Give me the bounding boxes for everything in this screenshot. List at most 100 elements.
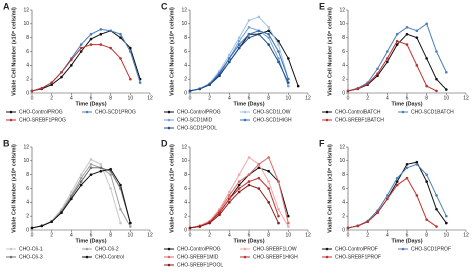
data-point (267, 36, 270, 39)
data-point (386, 60, 389, 64)
data-point (435, 77, 438, 81)
x-tick-label: 2 (208, 232, 211, 238)
y-tick-label: 0 (342, 227, 345, 233)
x-tick-label: 10 (444, 95, 450, 101)
x-tick-label: 8 (109, 232, 112, 238)
data-point (30, 226, 34, 230)
data-point (277, 60, 280, 64)
data-point (267, 29, 270, 33)
legend-marker (167, 255, 171, 259)
y-tick-label: 2 (342, 76, 345, 82)
y-tick-label: 0 (184, 90, 187, 96)
data-point (267, 201, 270, 204)
data-point (277, 221, 280, 225)
data-point (247, 36, 251, 39)
x-axis-title: Time (Days) (75, 101, 106, 107)
data-point (70, 197, 73, 201)
y-axis-title: Viable Cell Number (x10⁶ cells/ml) (169, 7, 175, 96)
data-point (129, 50, 132, 53)
data-point (277, 180, 280, 183)
data-point (237, 36, 241, 39)
data-point (218, 213, 221, 217)
x-tick-label: 6 (248, 95, 251, 101)
data-point (386, 50, 389, 53)
legend-marker (9, 255, 13, 259)
x-tick-label: 6 (406, 232, 409, 238)
legend-marker (325, 118, 329, 122)
data-point (445, 88, 448, 91)
y-tick-label: 0 (26, 227, 29, 233)
data-point (208, 221, 211, 225)
legend-marker (85, 110, 89, 114)
data-point (247, 180, 251, 183)
y-tick-label: 8 (342, 172, 345, 178)
x-tick-label: 0 (347, 232, 350, 238)
data-point (228, 190, 231, 194)
x-tick-label: 12 (305, 95, 311, 101)
legend-marker (325, 247, 329, 251)
data-point (50, 83, 53, 86)
y-tick-label: 8 (184, 172, 187, 178)
y-tick-label: 12 (181, 7, 187, 13)
data-point (376, 67, 379, 71)
series-line (31, 28, 141, 92)
y-tick-label: 2 (184, 76, 187, 82)
data-point (247, 25, 251, 29)
data-point (405, 162, 409, 166)
data-point (405, 43, 409, 46)
data-point (119, 36, 122, 39)
legend-marker (243, 110, 247, 114)
data-point (257, 166, 261, 170)
legend-label: CHO-SREBF1POOL (177, 262, 223, 268)
data-point (425, 84, 428, 88)
data-point (119, 57, 122, 60)
y-tick-label: 12 (23, 7, 29, 13)
data-point (346, 226, 350, 230)
x-tick-label: 6 (90, 232, 93, 238)
y-tick-label: 8 (26, 172, 29, 178)
data-point (395, 43, 399, 46)
data-point (257, 32, 261, 36)
data-point (287, 221, 290, 225)
x-axis-title: Time (Days) (391, 238, 422, 244)
data-point (119, 183, 122, 187)
series-line (189, 30, 289, 92)
data-point (89, 43, 93, 46)
data-point (257, 176, 261, 180)
data-point (257, 162, 261, 166)
legend-marker (9, 247, 13, 251)
data-point (405, 176, 409, 180)
legend-label: CHO-SREBF1MID (177, 254, 219, 260)
data-point (237, 46, 241, 50)
x-tick-label: 4 (70, 95, 73, 101)
y-tick-label: 4 (26, 200, 29, 206)
x-tick-label: 0 (31, 95, 34, 101)
data-point (228, 57, 231, 60)
x-tick-label: 2 (50, 95, 53, 101)
data-point (60, 75, 63, 79)
legend-marker (9, 110, 13, 114)
data-point (247, 32, 251, 36)
data-point (129, 46, 132, 50)
y-tick-label: 2 (184, 213, 187, 219)
data-point (60, 211, 63, 215)
data-point (99, 28, 103, 31)
legend-marker (401, 247, 405, 251)
legend-label: CHO-C6-2 (95, 246, 119, 252)
legend-marker (9, 118, 13, 122)
data-point (267, 32, 270, 36)
x-tick-label: 0 (189, 95, 192, 101)
x-tick-label: 8 (109, 95, 112, 101)
data-point (287, 77, 290, 81)
data-point (70, 58, 73, 62)
data-point (79, 46, 83, 50)
data-point (237, 39, 241, 43)
data-point (267, 25, 270, 29)
y-axis-title: Viable Cell Number (x10⁶ cells/ml) (11, 144, 17, 233)
legend-marker (167, 126, 171, 130)
data-point (395, 183, 399, 187)
legend-label: CHO-C6-1 (19, 246, 43, 252)
data-point (386, 57, 389, 60)
y-tick-label: 8 (26, 35, 29, 41)
